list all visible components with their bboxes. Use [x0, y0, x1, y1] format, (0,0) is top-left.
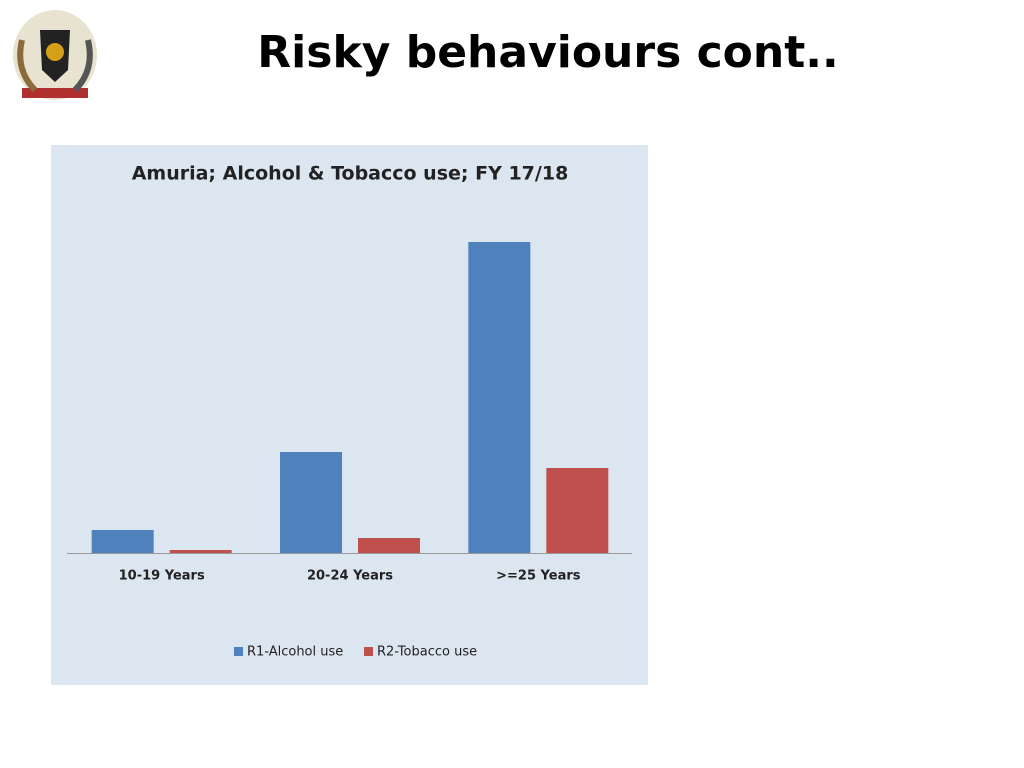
- legend-swatch: [364, 647, 373, 656]
- emblem: [13, 10, 97, 100]
- slide-title: Risky behaviours cont..: [257, 27, 838, 78]
- chart-panel: [51, 145, 648, 685]
- legend-label: R1-Alcohol use: [247, 645, 343, 660]
- x-tick-label: 20-24 Years: [307, 569, 393, 584]
- emblem-ribbon: [22, 88, 88, 98]
- emblem-kob: [17, 39, 38, 93]
- bar: [280, 452, 342, 553]
- bar: [468, 242, 531, 553]
- bar: [169, 550, 232, 553]
- legend-label: R2-Tobacco use: [377, 645, 477, 660]
- emblem-crane: [72, 39, 93, 93]
- bar: [546, 468, 609, 553]
- x-tick-label: >=25 Years: [496, 569, 581, 584]
- emblem-sun: [46, 43, 64, 61]
- bar: [91, 530, 154, 553]
- x-tick-label: 10-19 Years: [119, 569, 205, 584]
- chart-title: Amuria; Alcohol & Tobacco use; FY 17/18: [132, 163, 569, 185]
- bar: [358, 538, 420, 553]
- legend-swatch: [234, 647, 243, 656]
